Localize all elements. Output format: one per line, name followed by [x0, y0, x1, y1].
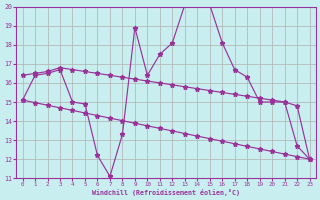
- X-axis label: Windchill (Refroidissement éolien,°C): Windchill (Refroidissement éolien,°C): [92, 189, 240, 196]
